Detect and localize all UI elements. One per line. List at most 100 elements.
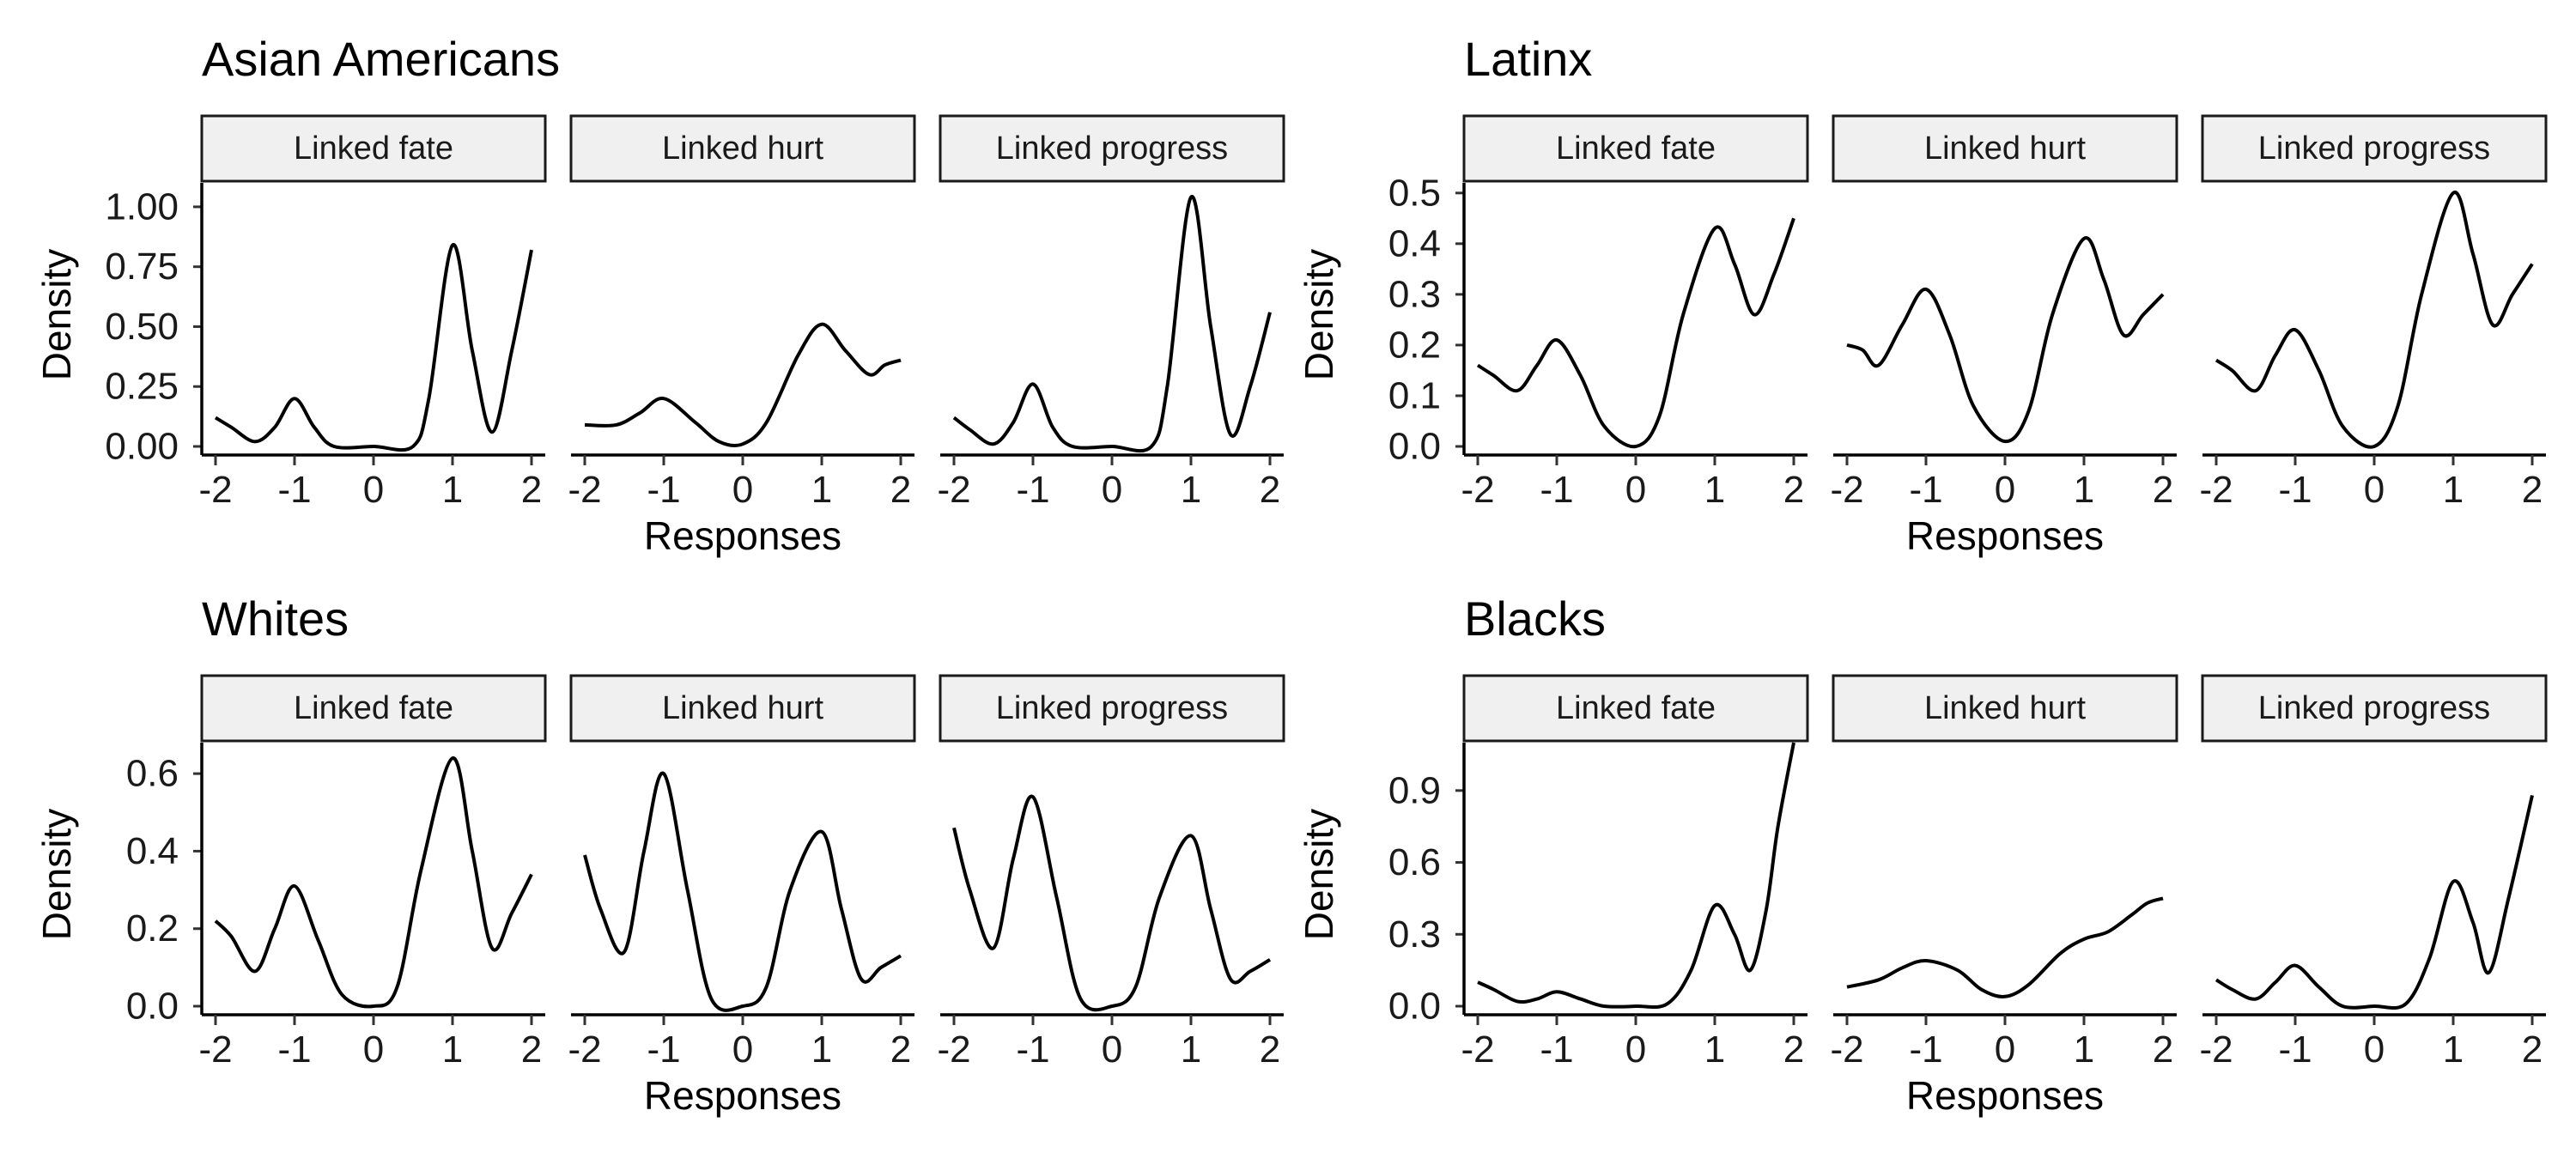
facet-panel: Linked fate -2 -1 0 1 2 — [198, 114, 547, 511]
density-line — [214, 756, 533, 1009]
density-line — [1846, 236, 2165, 444]
group-title: Blacks — [1464, 592, 1606, 646]
facet-strip — [569, 114, 916, 183]
x-axis-title: Responses — [1906, 513, 2104, 558]
facet-strip — [569, 674, 916, 743]
density-line — [214, 243, 533, 452]
x-axis-title: Responses — [644, 513, 841, 558]
facet-panel: Linked fate -2 -1 0 1 2 — [1461, 674, 1809, 1071]
y-tick-label: 0.0 — [126, 986, 179, 1028]
facet-strip — [1462, 674, 1809, 743]
y-tick-label: 0.6 — [126, 753, 179, 795]
y-tick-label: 0.3 — [1388, 273, 1441, 315]
x-tick-label: 1 — [1704, 1029, 1725, 1071]
x-tick-label: 1 — [1181, 1029, 1201, 1071]
x-tick-label: -2 — [198, 1029, 232, 1071]
x-tick-label: -2 — [1830, 469, 1863, 511]
x-tick-label: 0 — [1102, 1029, 1122, 1071]
x-tick-label: -1 — [1909, 469, 1942, 511]
x-tick-label: 1 — [1704, 469, 1725, 511]
x-tick-label: -1 — [647, 1029, 680, 1071]
facet-strip-label: Linked fate — [294, 690, 453, 726]
x-tick-label: 2 — [1783, 1029, 1804, 1071]
density-line — [584, 322, 902, 448]
x-tick-label: 0 — [732, 1029, 753, 1071]
x-tick-label: 0 — [1995, 469, 2015, 511]
density-line — [583, 771, 902, 1012]
group-title: Whites — [202, 592, 349, 646]
x-tick-label: 2 — [2522, 469, 2543, 511]
y-tick-label: 0.4 — [1388, 222, 1441, 264]
x-tick-label: 2 — [890, 469, 911, 511]
y-tick-label: 0.4 — [126, 830, 179, 872]
facet-panel: Linked fate -2 -1 0 1 2 — [1461, 114, 1809, 511]
x-tick-label: 1 — [811, 1029, 832, 1071]
x-tick-label: 2 — [2153, 1029, 2173, 1071]
x-tick-label: -2 — [1461, 469, 1494, 511]
x-tick-label: 1 — [442, 469, 463, 511]
density-line — [952, 195, 1272, 453]
x-tick-label: -2 — [937, 469, 970, 511]
y-tick-label: 0.2 — [1388, 324, 1441, 366]
x-tick-label: -2 — [1830, 1029, 1863, 1071]
x-tick-label: -1 — [2278, 469, 2312, 511]
facet-strip — [1832, 674, 2178, 743]
x-tick-label: 1 — [2443, 469, 2464, 511]
y-tick-label: 0.5 — [1388, 172, 1441, 214]
facet-strip-label: Linked hurt — [1924, 690, 2086, 726]
y-axis-title: Density — [1297, 809, 1341, 940]
facet-strip-label: Linked fate — [1556, 130, 1716, 167]
chart-group: Latinx Density 0.0 0.1 0.2 0.3 0.4 0.5 Linked fa… — [1297, 32, 2548, 558]
y-tick-label: 0.6 — [1388, 841, 1441, 883]
x-tick-label: 1 — [2443, 1029, 2464, 1071]
facet-strip-label: Linked progress — [996, 130, 1228, 167]
y-tick-label: 0.9 — [1388, 769, 1441, 811]
x-tick-label: -2 — [568, 469, 601, 511]
facet-strip-label: Linked hurt — [662, 690, 823, 726]
facet-strip — [200, 674, 547, 743]
facet-strip — [939, 114, 1285, 183]
y-tick-label: 0.25 — [105, 366, 179, 408]
x-tick-label: 0 — [1625, 469, 1646, 511]
x-tick-label: 2 — [1260, 469, 1280, 511]
x-tick-label: -1 — [2278, 1029, 2312, 1071]
x-tick-label: 1 — [811, 469, 832, 511]
y-axis-title: Density — [1297, 249, 1341, 380]
y-tick-label: 0.0 — [1388, 426, 1441, 468]
x-tick-label: 0 — [2364, 469, 2385, 511]
x-tick-label: 0 — [363, 469, 384, 511]
facet-strip — [200, 114, 547, 183]
x-tick-label: -1 — [277, 1029, 311, 1071]
y-tick-label: 0.75 — [105, 246, 179, 288]
facet-strip — [2201, 114, 2548, 183]
x-tick-label: -2 — [937, 1029, 970, 1071]
chart-group: Blacks Density 0.0 0.3 0.6 0.9 Linked fate -2 -1… — [1297, 592, 2548, 1118]
facet-panel: Linked fate -2 -1 0 1 2 — [198, 674, 547, 1071]
facet-panel: Linked hurt -2 -1 0 1 2 — [568, 674, 916, 1071]
x-tick-label: 2 — [521, 469, 542, 511]
x-axis-title: Responses — [644, 1073, 841, 1118]
density-line — [2215, 794, 2534, 1010]
facet-strip — [2201, 674, 2548, 743]
chart-group: Whites Density 0.0 0.2 0.4 0.6 Linked fate -2 -1… — [34, 592, 1285, 1118]
density-line — [1477, 742, 1795, 1010]
x-tick-label: -2 — [198, 469, 232, 511]
x-tick-label: 2 — [521, 1029, 542, 1071]
facet-strip — [939, 674, 1285, 743]
facet-strip-label: Linked fate — [294, 130, 453, 167]
y-tick-label: 0.2 — [126, 907, 179, 950]
x-tick-label: 2 — [2522, 1029, 2543, 1071]
x-tick-label: -1 — [1016, 1029, 1049, 1071]
facet-strip-label: Linked fate — [1556, 690, 1716, 726]
x-tick-label: 0 — [1102, 469, 1122, 511]
x-tick-label: 2 — [890, 1029, 911, 1071]
x-tick-label: 1 — [2074, 469, 2094, 511]
facet-panel: Linked progress -2 -1 0 1 2 — [937, 674, 1285, 1071]
group-title: Asian Americans — [202, 32, 560, 86]
x-tick-label: 1 — [2074, 1029, 2094, 1071]
y-tick-label: 0.1 — [1388, 374, 1441, 416]
facet-strip-label: Linked progress — [2258, 130, 2490, 167]
facet-panel: Linked progress -2 -1 0 1 2 — [2199, 114, 2548, 511]
y-axis-title: Density — [34, 809, 79, 940]
